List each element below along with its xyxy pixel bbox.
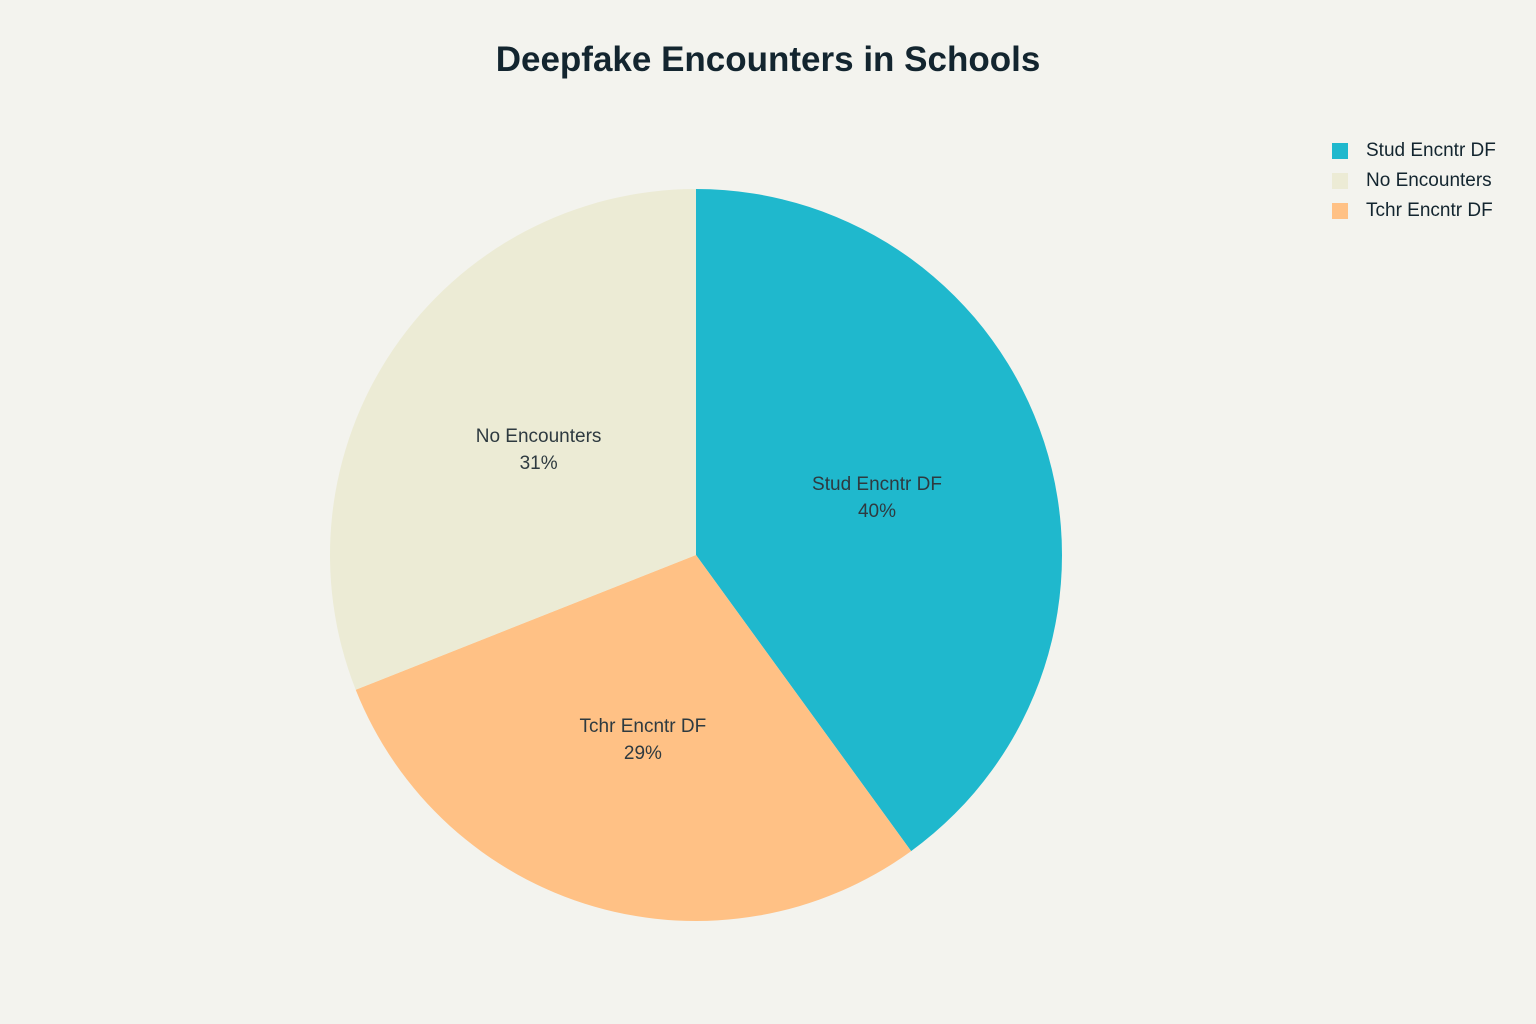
slice-value-label: 31% (520, 453, 558, 474)
slice-value-label: 29% (624, 743, 662, 764)
slice-tchr-encntr-df[interactable] (355, 555, 912, 921)
slice-category-label: No Encounters (476, 426, 602, 447)
legend-swatch (1332, 143, 1348, 159)
legend-swatch (1332, 203, 1348, 219)
legend-item[interactable]: Stud Encntr DF (1332, 136, 1496, 166)
legend-item[interactable]: No Encounters (1332, 166, 1496, 196)
slice-no-encounters[interactable] (330, 189, 696, 690)
legend-label: No Encounters (1366, 170, 1492, 191)
slice-category-label: Stud Encntr DF (812, 474, 942, 495)
legend-label: Tchr Encntr DF (1366, 200, 1493, 221)
legend: Stud Encntr DF No Encounters Tchr Encntr… (1332, 136, 1496, 226)
slice-stud-encntr-df[interactable] (696, 189, 1062, 852)
slice-value-label: 40% (858, 501, 896, 522)
slice-category-label: Tchr Encntr DF (580, 716, 707, 737)
chart-title: Deepfake Encounters in Schools (495, 40, 1041, 79)
legend-item[interactable]: Tchr Encntr DF (1332, 196, 1496, 226)
legend-swatch (1332, 173, 1348, 189)
legend-label: Stud Encntr DF (1366, 140, 1496, 161)
